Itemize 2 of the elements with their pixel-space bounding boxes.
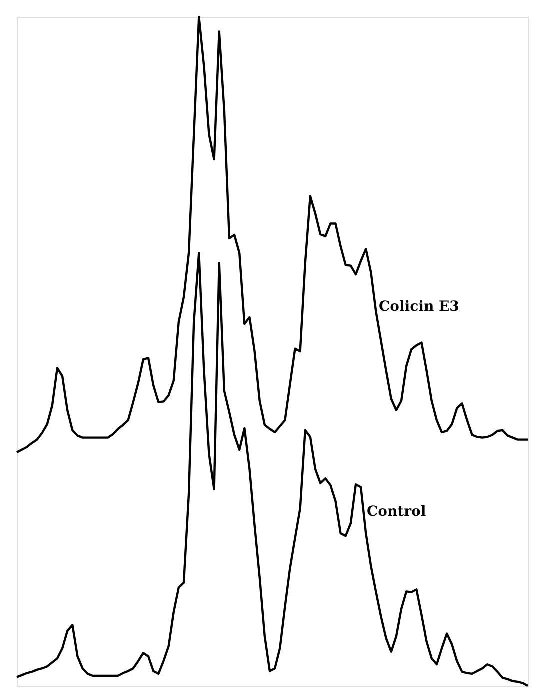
series-label: Control bbox=[367, 504, 426, 520]
series-label: Colicin E3 bbox=[379, 299, 460, 315]
